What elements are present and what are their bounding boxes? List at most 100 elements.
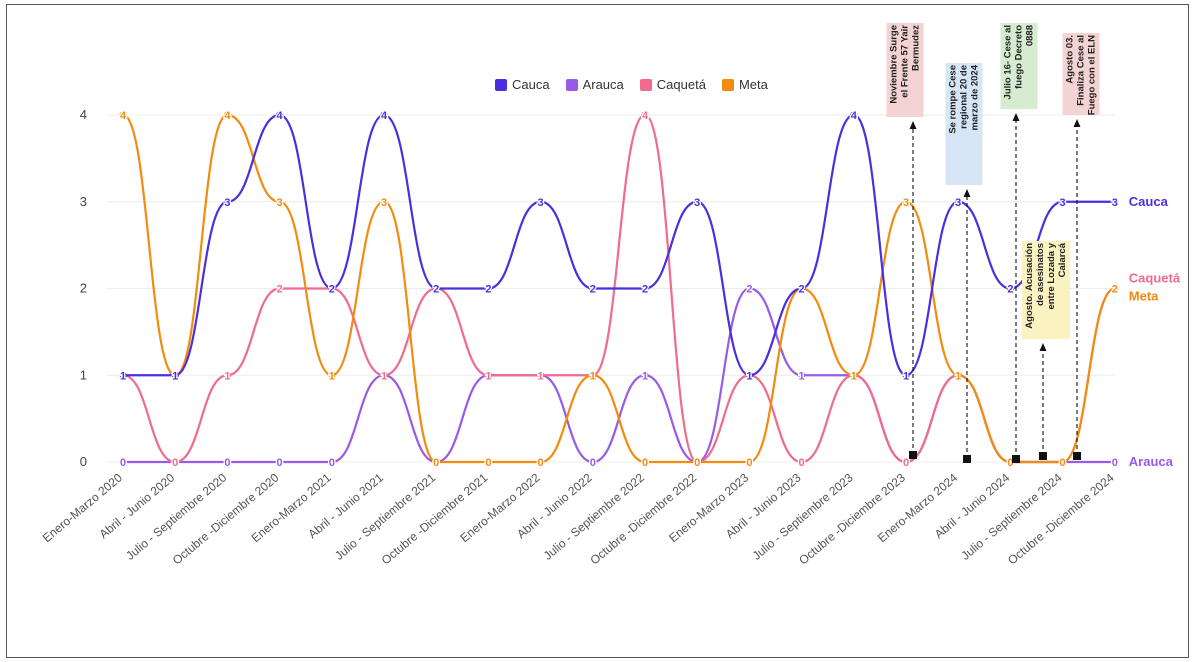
arrow-head	[963, 189, 971, 197]
data-label: 3	[538, 197, 544, 209]
data-label: 2	[642, 284, 648, 296]
data-label: 0	[1112, 457, 1118, 469]
data-label: 2	[329, 284, 335, 296]
data-label: 3	[224, 197, 230, 209]
legend-swatch	[639, 78, 652, 91]
annotation-text: Agosto 03.	[1065, 35, 1076, 84]
annotation-text: Agosto. Acusación	[1024, 243, 1035, 329]
annotation-text: entre Lozada y	[1046, 242, 1057, 309]
x-tick-label: Octubre -Diciembre 2022	[587, 470, 699, 567]
y-tick-label: 4	[80, 107, 87, 122]
data-label: 1	[172, 370, 178, 382]
data-point	[380, 198, 388, 206]
data-label: 1	[903, 370, 909, 382]
data-label: 2	[799, 284, 805, 296]
data-label: 0	[433, 457, 439, 469]
annotation-text: fuego Decreto	[1014, 25, 1025, 89]
data-point	[432, 458, 440, 466]
data-point	[1111, 458, 1119, 466]
chart-frame: 0 1 2 3 4 Enero-Marzo 2020 Abril - Junio 2020 J…	[6, 4, 1189, 658]
event-marker	[1012, 455, 1020, 463]
data-point	[850, 371, 858, 379]
data-label: 1	[381, 370, 387, 382]
data-point	[902, 371, 910, 379]
y-tick-label: 1	[80, 367, 87, 382]
legend-item-arauca: Arauca	[565, 77, 624, 92]
data-point	[276, 284, 284, 293]
data-point	[276, 458, 284, 466]
arrow-head	[1012, 113, 1020, 121]
annotation-text: Se rompe Cese	[948, 65, 959, 134]
data-label: 2	[277, 284, 283, 296]
data-point	[902, 458, 910, 466]
series-line	[123, 113, 1115, 377]
data-point	[328, 458, 336, 466]
x-tick-label: Julio - Septiembre 2022	[541, 470, 647, 562]
annotation: Noviembre Surge el Frente 57 Yair Bermudez	[886, 23, 924, 459]
legend-item-cauca: Cauca	[495, 77, 550, 92]
data-label: 0	[694, 457, 700, 469]
data-point	[276, 198, 284, 206]
x-tick-label: Julio - Septiembre 2020	[123, 470, 229, 562]
x-tick-label: Julio - Septiembre 2024	[958, 470, 1064, 562]
x-tick-label: Julio - Septiembre 2023	[750, 470, 856, 562]
data-label: 1	[851, 370, 857, 382]
data-point	[1111, 284, 1119, 293]
arrow-head	[1073, 119, 1081, 127]
data-point	[589, 371, 597, 379]
annotation: Agosto. Acusación de asesinatos entre Loza…	[1022, 241, 1070, 460]
data-point	[223, 371, 231, 379]
annotation: Agosto 03. Finaliza Cese al Fuego con el E…	[1062, 33, 1100, 460]
event-marker	[963, 455, 971, 463]
data-label: 1	[120, 370, 126, 382]
data-point	[1058, 458, 1067, 466]
data-point	[380, 111, 388, 119]
x-tick-label: Octubre -Diciembre 2023	[796, 470, 908, 567]
annotation-text: el Frente 57 Yair	[900, 25, 911, 98]
data-label: 1	[799, 370, 805, 382]
data-point	[119, 111, 127, 119]
annotation-box	[1062, 33, 1100, 115]
data-point	[797, 458, 806, 466]
event-marker	[1039, 452, 1047, 460]
data-point	[171, 458, 179, 466]
data-label: 2	[590, 284, 596, 296]
data-label: 3	[1112, 197, 1118, 209]
data-label: 1	[642, 370, 648, 382]
data-label: 4	[381, 110, 388, 122]
data-point	[223, 111, 231, 119]
arrow-head	[909, 121, 917, 129]
annotation-text: Bermudez	[911, 25, 922, 71]
y-tick-label: 3	[80, 194, 87, 209]
data-point	[328, 284, 336, 293]
data-point	[954, 371, 962, 379]
data-label: 0	[1060, 457, 1066, 469]
legend-label: Meta	[738, 77, 768, 92]
data-label: 1	[329, 370, 335, 382]
data-label: 0	[329, 457, 335, 469]
annotation-text: Calarcá	[1057, 242, 1068, 277]
annotation-text: Noviembre Surge	[889, 25, 900, 104]
data-label: 2	[433, 284, 439, 296]
legend-swatch	[721, 78, 734, 91]
data-label: 3	[955, 197, 961, 209]
annotation-text: Julio 16- Cese al	[1003, 25, 1014, 99]
data-point	[902, 198, 910, 206]
data-point	[119, 371, 127, 379]
data-label: 0	[799, 457, 805, 469]
data-point	[536, 198, 545, 206]
data-point	[276, 111, 284, 119]
series-cauca: 1 1 3 4 2 4 2 2 3 2 2 3 1 2 4 1 3 2 3 3	[119, 109, 1119, 384]
data-point	[223, 198, 231, 206]
data-point	[745, 284, 754, 293]
event-marker	[909, 451, 917, 459]
data-point	[536, 458, 545, 466]
data-label: 1	[746, 370, 752, 382]
data-label: 1	[538, 370, 544, 382]
annotation-box	[1000, 23, 1038, 109]
data-label: 2	[485, 284, 491, 296]
arrow-head	[1039, 343, 1047, 351]
y-tick-label: 0	[80, 454, 87, 469]
annotation-text: 0888	[1025, 25, 1036, 46]
data-point	[1058, 198, 1067, 206]
